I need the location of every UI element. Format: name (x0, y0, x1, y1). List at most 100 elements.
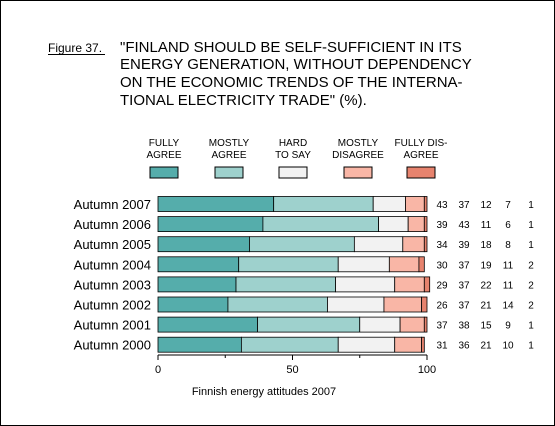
data-label-autumn-2005-mostly-agree: 39 (458, 240, 470, 251)
category-label-autumn-2004: Autumn 2004 (74, 257, 151, 272)
bar-autumn-2005-mostly-disagree (402, 236, 425, 253)
chart-title-line-4: TIONAL ELECTRICITY TRADE" (%). (120, 92, 367, 109)
legend-label-mostly-agree-line-2: AGREE (211, 150, 246, 161)
data-label-autumn-2001-fully-agree: 37 (436, 321, 448, 332)
bar-autumn-2007-mostly-disagree (405, 196, 425, 212)
x-tick-label-50: 50 (286, 364, 298, 376)
bar-autumn-2007-fully-dis-agree (423, 196, 428, 212)
bar-autumn-2003-fully-dis-agree (423, 276, 431, 293)
data-label-autumn-2007-mostly-disagree: 7 (505, 200, 511, 211)
category-label-autumn-2006: Autumn 2006 (74, 217, 151, 232)
bar-autumn-2007-fully-agree (157, 196, 275, 212)
data-label-autumn-2003-fully-dis-agree: 2 (528, 280, 534, 291)
data-label-autumn-2005-fully-agree: 34 (436, 240, 448, 251)
data-label-autumn-2007-fully-agree: 43 (436, 200, 448, 211)
data-label-autumn-2004-hard-to-say: 19 (480, 260, 492, 271)
bar-autumn-2002-fully-dis-agree (421, 296, 428, 313)
category-label-autumn-2007: Autumn 2007 (74, 197, 151, 212)
bar-autumn-2006-mostly-disagree (407, 216, 425, 233)
bar-autumn-2003-hard-to-say (335, 276, 396, 293)
data-label-autumn-2004-mostly-disagree: 11 (503, 260, 514, 271)
legend-label-fully-dis-agree-line-2: AGREE (403, 150, 438, 161)
bar-autumn-2005-fully-dis-agree (423, 236, 428, 253)
bar-autumn-2000-fully-agree (157, 336, 242, 353)
bar-autumn-2004-mostly-disagree (388, 256, 420, 273)
legend-label-mostly-agree-line-1: MOSTLY (209, 138, 250, 149)
bar-autumn-2001-hard-to-say (359, 316, 401, 333)
bar-autumn-2006-mostly-agree (262, 216, 379, 233)
bar-autumn-2001-fully-agree (157, 316, 258, 333)
legend-label-hard-to-say-line-2: TO SAY (275, 150, 311, 161)
data-label-autumn-2000-mostly-disagree: 10 (502, 341, 514, 352)
legend-label-hard-to-say-line-1: HARD (279, 138, 307, 149)
bar-autumn-2002-mostly-disagree (383, 296, 423, 313)
legend-label-fully-agree-line-2: AGREE (146, 150, 181, 161)
bar-autumn-2004-fully-dis-agree (418, 256, 425, 273)
category-label-autumn-2005: Autumn 2005 (74, 237, 151, 252)
data-label-autumn-2000-mostly-agree: 36 (458, 341, 470, 352)
bar-autumn-2007-hard-to-say (372, 196, 406, 212)
data-label-autumn-2002-hard-to-say: 21 (480, 301, 492, 312)
data-label-autumn-2006-mostly-disagree: 6 (505, 220, 511, 231)
data-label-autumn-2004-mostly-agree: 37 (458, 260, 470, 271)
data-label-autumn-2007-fully-dis-agree: 1 (528, 200, 534, 211)
data-label-autumn-2002-fully-dis-agree: 2 (528, 301, 534, 312)
footer-caption: Finnish energy attitudes 2007 (192, 386, 336, 398)
data-label-autumn-2005-fully-dis-agree: 1 (528, 240, 534, 251)
data-label-autumn-2002-mostly-agree: 37 (458, 301, 470, 312)
data-label-autumn-2000-hard-to-say: 21 (480, 341, 492, 352)
bar-autumn-2006-fully-dis-agree (423, 216, 428, 233)
chart-title-line-1: "FINLAND SHOULD BE SELF-SUFFICIENT IN IT… (120, 39, 462, 56)
bar-autumn-2002-hard-to-say (327, 296, 385, 313)
legend-label-mostly-disagree-line-2: DISAGREE (332, 150, 384, 161)
bar-autumn-2007-mostly-agree (273, 196, 374, 212)
chart-title-line-3: ON THE ECONOMIC TRENDS OF THE INTERNA- (120, 74, 463, 91)
category-label-autumn-2002: Autumn 2002 (74, 298, 151, 313)
data-label-autumn-2007-mostly-agree: 37 (458, 200, 470, 211)
x-tick-label-100: 100 (418, 364, 436, 376)
category-label-autumn-2003: Autumn 2003 (74, 277, 151, 292)
data-label-autumn-2001-mostly-agree: 38 (458, 321, 470, 332)
data-label-autumn-2006-hard-to-say: 11 (481, 220, 492, 231)
data-label-autumn-2000-fully-dis-agree: 1 (528, 341, 534, 352)
bar-autumn-2005-hard-to-say (353, 236, 404, 253)
bar-autumn-2006-fully-agree (157, 216, 264, 233)
legend-swatch-fully-dis-agree (406, 166, 436, 179)
data-label-autumn-2002-mostly-disagree: 14 (502, 301, 514, 312)
bar-autumn-2001-mostly-agree (257, 316, 361, 333)
bar-autumn-2000-hard-to-say (337, 336, 396, 353)
data-label-autumn-2006-fully-agree: 39 (436, 220, 448, 231)
bar-autumn-2003-mostly-agree (235, 276, 336, 293)
legend-label-mostly-disagree-line-1: MOSTLY (338, 138, 379, 149)
bar-autumn-2004-fully-agree (157, 256, 240, 273)
bar-autumn-2005-mostly-agree (249, 236, 355, 253)
data-label-autumn-2001-mostly-disagree: 9 (505, 321, 511, 332)
bar-autumn-2001-mostly-disagree (399, 316, 425, 333)
bar-autumn-2003-fully-agree (157, 276, 237, 293)
bar-autumn-2003-mostly-disagree (394, 276, 425, 293)
data-label-autumn-2006-mostly-agree: 43 (458, 220, 470, 231)
data-label-autumn-2005-hard-to-say: 18 (480, 240, 492, 251)
data-label-autumn-2003-mostly-disagree: 11 (503, 280, 514, 291)
figure-label: Figure 37. (48, 41, 102, 55)
legend-label-fully-dis-agree-line-1: FULLY DIS- (395, 138, 448, 149)
bar-autumn-2002-fully-agree (157, 296, 229, 313)
data-label-autumn-2006-fully-dis-agree: 1 (528, 220, 534, 231)
bar-autumn-2005-fully-agree (157, 236, 250, 253)
bar-autumn-2006-hard-to-say (378, 216, 409, 233)
data-label-autumn-2003-hard-to-say: 22 (480, 280, 492, 291)
data-label-autumn-2001-fully-dis-agree: 1 (528, 321, 534, 332)
category-label-autumn-2000: Autumn 2000 (74, 338, 151, 353)
bar-autumn-2004-hard-to-say (337, 256, 390, 273)
data-label-autumn-2004-fully-dis-agree: 2 (528, 260, 534, 271)
legend-swatch-mostly-disagree (343, 166, 373, 179)
x-tick-label-0: 0 (155, 364, 161, 376)
bar-autumn-2001-fully-dis-agree (423, 316, 428, 333)
data-label-autumn-2002-fully-agree: 26 (436, 301, 448, 312)
bar-autumn-2002-mostly-agree (227, 296, 328, 313)
legend-label-fully-agree-line-1: FULLY (149, 138, 180, 149)
